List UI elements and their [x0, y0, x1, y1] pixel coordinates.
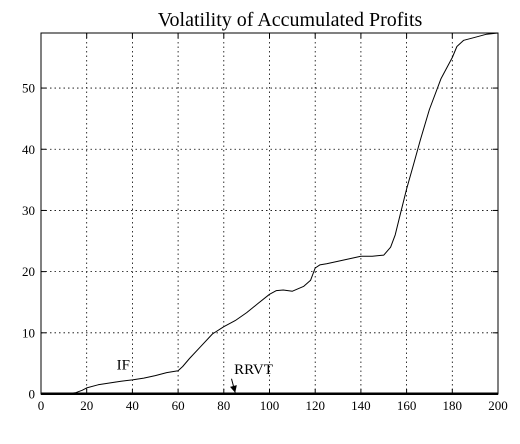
- x-tick-label: 120: [305, 398, 325, 413]
- x-tick-label: 0: [38, 398, 45, 413]
- x-tick-label: 140: [351, 398, 371, 413]
- y-tick-label: 40: [22, 142, 35, 157]
- x-tick-label: 200: [488, 398, 508, 413]
- y-tick-label: 10: [22, 325, 35, 340]
- x-tick-label: 60: [172, 398, 185, 413]
- x-tick-label: 20: [80, 398, 93, 413]
- annotation-if: IF: [117, 358, 130, 374]
- x-tick-label: 40: [126, 398, 139, 413]
- series-line-if: [41, 32, 499, 395]
- annotation-rrvt: RRVT: [234, 362, 273, 378]
- chart-title: Volatility of Accumulated Profits: [158, 9, 423, 31]
- grid-lines: [41, 33, 498, 394]
- y-axis-ticks: 0 10 20 30 40 50: [22, 81, 498, 402]
- y-tick-label: 20: [22, 264, 35, 279]
- x-tick-label: 180: [443, 398, 463, 413]
- y-tick-label: 50: [22, 81, 35, 96]
- x-axis-ticks: 0 20 40 60 80 100 120 140 160 180 200: [38, 33, 508, 413]
- y-tick-label: 30: [22, 203, 35, 218]
- annotations: IF RRVT: [117, 358, 273, 393]
- annotation-arrow-head: [230, 385, 237, 393]
- x-tick-label: 100: [260, 398, 280, 413]
- x-tick-label: 80: [217, 398, 230, 413]
- y-tick-label: 0: [29, 387, 36, 402]
- x-tick-label: 160: [397, 398, 417, 413]
